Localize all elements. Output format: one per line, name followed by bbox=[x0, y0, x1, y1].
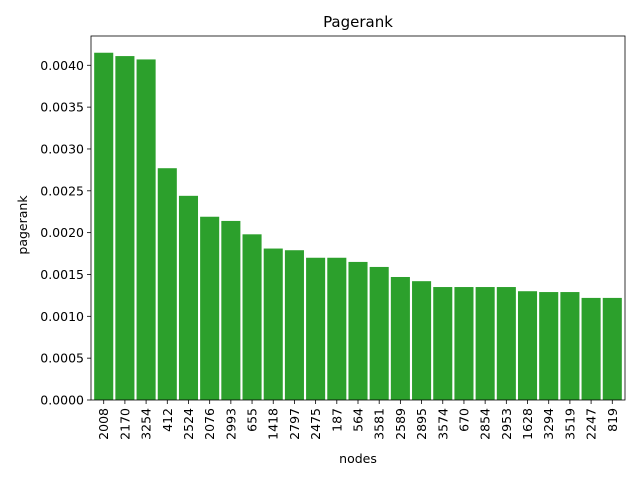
bar-2797 bbox=[284, 250, 304, 400]
bar-2895 bbox=[412, 281, 432, 400]
bar-2993 bbox=[221, 220, 241, 400]
bar-1628 bbox=[517, 291, 538, 400]
x-tick-label: 670 bbox=[456, 408, 471, 432]
x-axis-label: nodes bbox=[339, 451, 377, 466]
x-tick-label: 2797 bbox=[287, 408, 302, 440]
y-tick-label: 0.0005 bbox=[40, 351, 84, 366]
bar-2247 bbox=[581, 297, 601, 400]
bar-2170 bbox=[115, 56, 135, 400]
bar-2475 bbox=[306, 257, 326, 400]
y-tick-label: 0.0010 bbox=[40, 309, 84, 324]
bar-3574 bbox=[433, 287, 453, 400]
x-tick-label: 3294 bbox=[541, 408, 556, 440]
x-tick-label: 2475 bbox=[308, 408, 323, 440]
x-tick-label: 2854 bbox=[478, 408, 493, 440]
x-tick-label: 2993 bbox=[223, 408, 238, 440]
bar-3581 bbox=[369, 266, 389, 400]
x-tick-label: 2076 bbox=[202, 408, 217, 440]
x-tick-label: 2008 bbox=[96, 408, 111, 440]
chart-title: Pagerank bbox=[323, 13, 393, 31]
y-tick-label: 0.0030 bbox=[40, 141, 84, 156]
x-tick-label: 2589 bbox=[393, 408, 408, 440]
x-tick-label: 1418 bbox=[266, 408, 281, 440]
x-axis: 2008 2170 3254 412 2524 2076 2993 655 1418 2797 24… bbox=[96, 400, 620, 440]
x-tick-label: 564 bbox=[351, 408, 366, 432]
bar-2589 bbox=[390, 276, 410, 400]
x-tick-label: 2170 bbox=[117, 408, 132, 440]
bar-819 bbox=[602, 297, 622, 400]
bar-2076 bbox=[200, 216, 220, 400]
bar-1418 bbox=[263, 248, 283, 400]
bar-412 bbox=[157, 168, 177, 400]
y-tick-label: 0.0035 bbox=[40, 100, 84, 115]
x-tick-label: 819 bbox=[605, 408, 620, 432]
bar-564 bbox=[348, 261, 368, 400]
bar-3254 bbox=[136, 59, 156, 401]
x-tick-label: 412 bbox=[160, 408, 175, 432]
bar-2008 bbox=[94, 52, 114, 401]
x-tick-label: 2247 bbox=[584, 408, 599, 440]
plot-frame bbox=[90, 35, 626, 401]
bar-3519 bbox=[560, 292, 580, 400]
bar-2524 bbox=[178, 195, 199, 400]
y-tick-label: 0.0025 bbox=[40, 183, 84, 198]
y-axis-label: pagerank bbox=[15, 195, 30, 255]
bar-670 bbox=[454, 287, 474, 400]
x-tick-label: 2524 bbox=[181, 408, 196, 440]
x-tick-label: 3254 bbox=[139, 408, 154, 440]
y-tick-label: 0.0020 bbox=[40, 225, 84, 240]
bar-2854 bbox=[475, 287, 495, 400]
y-tick-label: 0.0000 bbox=[40, 393, 84, 408]
bars-group bbox=[94, 52, 622, 401]
x-tick-label: 3519 bbox=[562, 408, 577, 440]
bar-187 bbox=[327, 257, 347, 400]
x-tick-label: 3581 bbox=[372, 408, 387, 440]
y-axis: 0.0000 0.0005 0.0010 0.0015 0.0020 0.0025 0.00… bbox=[40, 58, 91, 408]
bar-2953 bbox=[496, 287, 516, 400]
x-tick-label: 2895 bbox=[414, 408, 429, 440]
x-tick-label: 655 bbox=[245, 408, 260, 432]
x-tick-label: 187 bbox=[329, 408, 344, 432]
x-tick-label: 2953 bbox=[499, 408, 514, 440]
y-tick-label: 0.0015 bbox=[40, 267, 84, 282]
bar-655 bbox=[242, 234, 262, 400]
x-tick-label: 1628 bbox=[520, 408, 535, 440]
bar-3294 bbox=[539, 292, 559, 400]
y-tick-label: 0.0040 bbox=[40, 58, 84, 73]
x-tick-label: 3574 bbox=[435, 408, 450, 440]
